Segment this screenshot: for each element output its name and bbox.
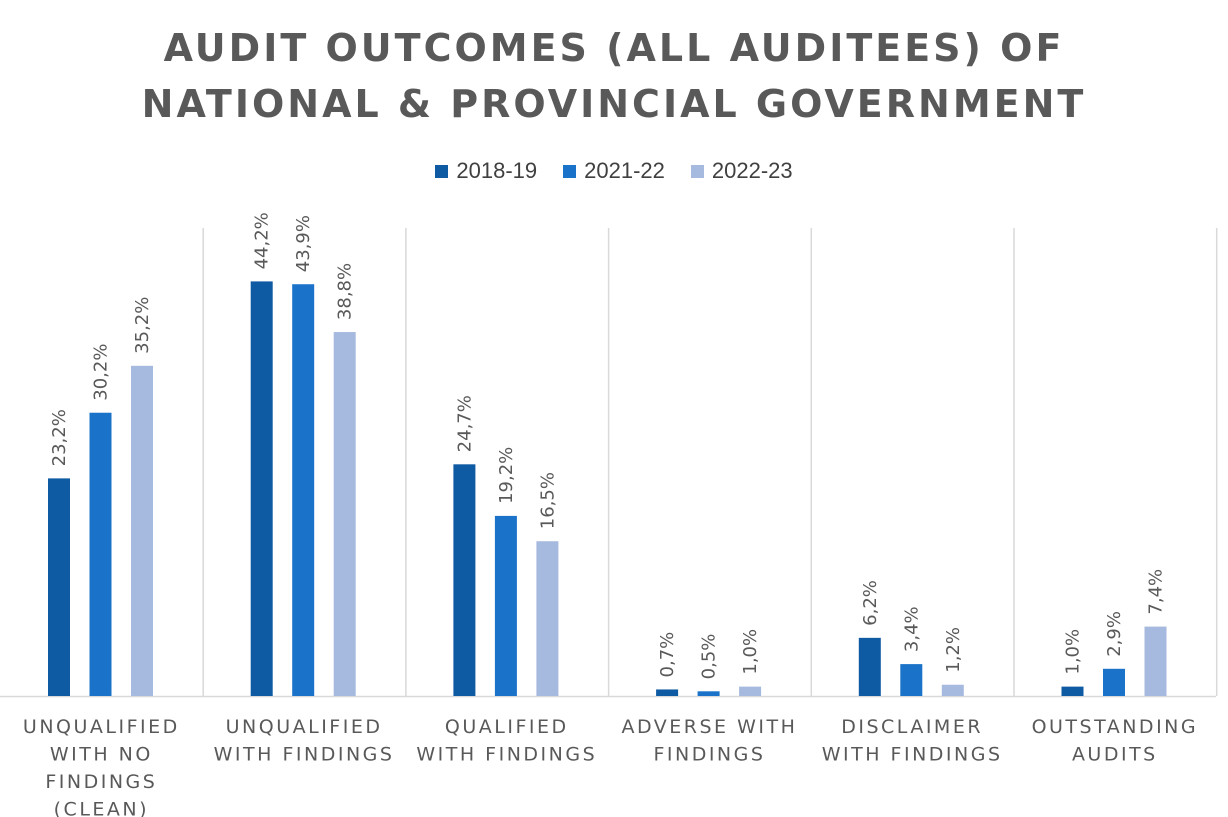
bar-2022-23-cat6: [1144, 626, 1167, 696]
data-label-2021-22-cat2: 43,9%: [293, 215, 314, 272]
bar-2022-23-cat2: [333, 332, 356, 696]
category-label-1-line-4: (CLEAN): [54, 799, 149, 817]
chart-title-line-2: NATIONAL & PROVINCIAL GOVERNMENT: [141, 82, 1087, 126]
category-label-1-line-2: WITH NO: [50, 744, 153, 766]
bar-2021-22-cat5: [900, 664, 923, 696]
legend-label-2022-23: 2022-23: [711, 158, 793, 183]
category-label-5-line-2: WITH FINDINGS: [822, 744, 1003, 766]
legend-swatch-2018-19: [435, 164, 449, 178]
bar-2018-19-cat4: [656, 689, 679, 696]
category-label-4-line-2: FINDINGS: [653, 744, 765, 766]
data-label-2021-22-cat3: 19,2%: [496, 447, 517, 504]
data-label-2018-19-cat1: 23,2%: [49, 409, 70, 466]
bar-2022-23-cat5: [941, 684, 964, 696]
bar-2021-22-cat1: [89, 412, 112, 696]
category-label-1-line-1: UNQUALIFIED: [23, 716, 180, 738]
category-label-5-line-1: DISCLAIMER: [841, 716, 983, 738]
data-label-2018-19-cat6: 1,0%: [1063, 629, 1084, 675]
data-label-2018-19-cat4: 0,7%: [657, 632, 678, 678]
legend-swatch-2021-22: [563, 164, 577, 178]
legend-label-2018-19: 2018-19: [456, 158, 538, 183]
data-label-2022-23-cat1: 35,2%: [132, 297, 153, 354]
legend-item-2022-23: 2022-23: [690, 158, 793, 184]
category-label-4-line-1: ADVERSE WITH: [622, 716, 798, 738]
data-label-2022-23-cat6: 7,4%: [1146, 569, 1167, 615]
data-label-2021-22-cat5: 3,4%: [901, 606, 922, 652]
category-label-3-line-2: WITH FINDINGS: [416, 744, 597, 766]
bar-2018-19-cat5: [858, 637, 881, 696]
bar-2021-22-cat6: [1103, 668, 1125, 696]
category-label-1-line-3: FINDINGS: [45, 771, 157, 793]
bar-2018-19-cat3: [453, 464, 476, 696]
data-label-2021-22-cat4: 0,5%: [699, 634, 720, 680]
category-label-2-line-1: UNQUALIFIED: [226, 716, 383, 738]
legend-item-2018-19: 2018-19: [435, 158, 537, 184]
bar-2021-22-cat2: [292, 284, 315, 696]
bar-2018-19-cat2: [250, 281, 273, 696]
category-label-6-line-2: AUDITS: [1072, 744, 1158, 766]
data-label-2018-19-cat2: 44,2%: [252, 212, 273, 269]
category-label-6-line-1: OUTSTANDING: [1032, 716, 1199, 738]
data-label-2022-23-cat4: 1,0%: [740, 629, 761, 675]
data-label-2021-22-cat6: 2,9%: [1104, 611, 1125, 657]
bar-2018-19-cat6: [1061, 686, 1084, 696]
bar-2018-19-cat1: [48, 478, 70, 696]
chart-title-line-1: AUDIT OUTCOMES (ALL AUDITEES) OF: [163, 26, 1065, 70]
chart-legend: 2018-19 2021-22 2022-23: [0, 158, 1228, 184]
bar-2021-22-cat4: [697, 691, 720, 696]
category-label-2-line-2: WITH FINDINGS: [214, 744, 395, 766]
legend-item-2021-22: 2021-22: [563, 158, 665, 184]
data-label-2021-22-cat1: 30,2%: [91, 344, 112, 401]
legend-swatch-2022-23: [690, 164, 704, 178]
legend-label-2021-22: 2021-22: [584, 158, 665, 183]
data-label-2022-23-cat5: 1,2%: [943, 627, 964, 673]
data-label-2018-19-cat3: 24,7%: [454, 395, 475, 452]
category-label-3-line-1: QUALIFIED: [445, 716, 569, 738]
bar-2022-23-cat4: [739, 686, 762, 696]
data-label-2022-23-cat3: 16,5%: [537, 472, 558, 529]
bar-2022-23-cat3: [536, 541, 559, 696]
bar-2022-23-cat1: [131, 365, 153, 696]
chart-title: AUDIT OUTCOMES (ALL AUDITEES) OF NATIONA…: [0, 20, 1228, 132]
data-label-2022-23-cat2: 38,8%: [335, 263, 356, 320]
bar-2021-22-cat3: [494, 515, 517, 696]
data-label-2018-19-cat5: 6,2%: [860, 580, 881, 626]
